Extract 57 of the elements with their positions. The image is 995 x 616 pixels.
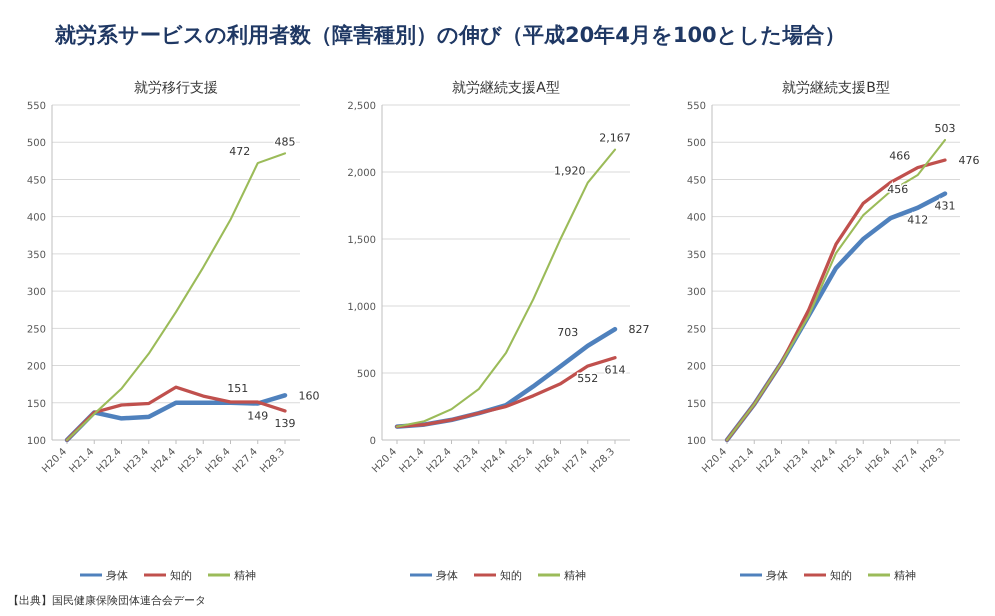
- y-tick-label: 500: [26, 138, 46, 150]
- y-tick-label: 350: [26, 250, 46, 261]
- y-tick-label: 100: [26, 436, 46, 447]
- y-tick-label: 300: [26, 287, 46, 298]
- data-label: 485: [274, 135, 296, 148]
- y-tick-label: 300: [686, 287, 706, 298]
- data-label: 703: [557, 326, 578, 339]
- y-tick-label: 250: [26, 324, 46, 336]
- y-tick-label: 500: [356, 369, 376, 380]
- data-label: 476: [958, 154, 980, 168]
- legend-label: 身体: [436, 569, 458, 582]
- data-label: 2,167: [599, 132, 631, 145]
- data-label: 503: [934, 122, 956, 135]
- legend-label: 知的: [830, 569, 852, 582]
- y-tick-label: 550: [686, 101, 706, 112]
- y-tick-label: 400: [26, 212, 46, 224]
- y-tick-label: 1,500: [347, 235, 376, 246]
- chart-title: 就労継続支援A型: [452, 80, 560, 96]
- legend-label: 知的: [170, 569, 192, 582]
- data-label: 139: [274, 416, 296, 430]
- y-tick-label: 500: [686, 138, 706, 150]
- y-tick-label: 100: [686, 436, 706, 447]
- legend-label: 身体: [766, 569, 788, 582]
- y-tick-label: 350: [686, 250, 706, 261]
- legend-label: 精神: [894, 569, 916, 582]
- y-tick-label: 200: [26, 362, 46, 373]
- data-label: 552: [577, 372, 598, 386]
- y-tick-label: 450: [26, 175, 46, 186]
- data-label: 827: [628, 323, 650, 336]
- y-tick-label: 450: [686, 175, 706, 186]
- data-label: 466: [889, 150, 910, 163]
- y-tick-label: 550: [26, 101, 46, 112]
- data-label: 431: [934, 200, 956, 213]
- y-tick-label: 1,000: [347, 302, 376, 313]
- data-label: 472: [229, 145, 250, 158]
- y-tick-label: 0: [370, 436, 376, 447]
- legend-label: 知的: [500, 569, 522, 582]
- data-label: 1,920: [554, 164, 586, 178]
- y-tick-label: 150: [686, 398, 706, 410]
- y-tick-label: 2,000: [347, 168, 376, 179]
- legend-label: 精神: [234, 569, 256, 582]
- data-label: 149: [247, 410, 268, 423]
- chart-title: 就労移行支援: [134, 80, 218, 96]
- data-label: 412: [907, 214, 928, 227]
- data-label: 151: [227, 382, 248, 396]
- legend-label: 精神: [564, 569, 586, 582]
- y-tick-label: 150: [26, 398, 46, 410]
- chart-title: 就労継続支援B型: [782, 80, 890, 96]
- legend-label: 身体: [106, 569, 128, 582]
- y-tick-label: 200: [686, 362, 706, 373]
- data-label: 160: [298, 389, 320, 402]
- data-label: 614: [604, 364, 626, 377]
- text: 就労系サービスの利用者数（障害種別）の伸び（平成20年4月を100とした場合）: [54, 23, 846, 47]
- y-tick-label: 250: [686, 324, 706, 336]
- y-tick-label: 2,500: [347, 101, 376, 112]
- y-tick-label: 400: [686, 212, 706, 224]
- text: 【出典】国民健康保険団体連合会データ: [8, 594, 206, 607]
